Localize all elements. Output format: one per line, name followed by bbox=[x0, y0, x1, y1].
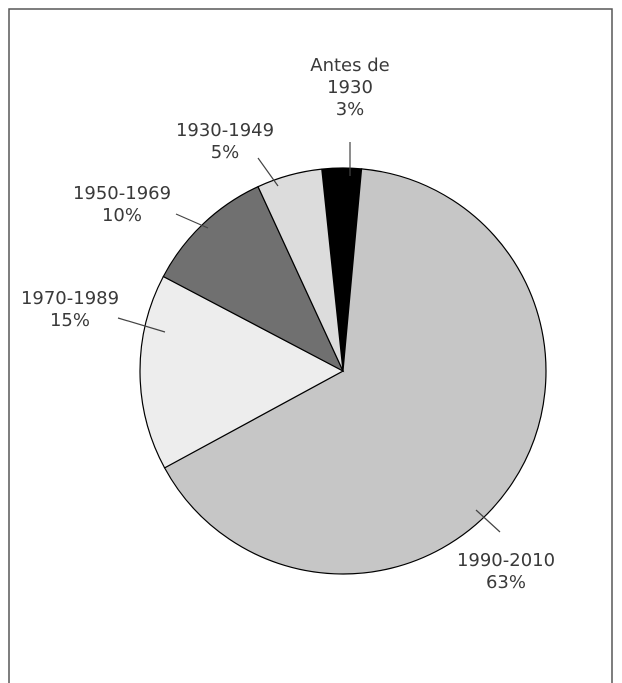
pie-slice bbox=[162, 185, 345, 373]
slice-label: Antes de 1930 3% bbox=[305, 55, 395, 121]
value-label: 5% bbox=[210, 142, 240, 163]
slice-label: 1930-1949 5% bbox=[155, 120, 295, 164]
leader-line bbox=[175, 213, 209, 229]
category-label: Antes de 1930 bbox=[310, 55, 390, 98]
slice-label: 1990-2010 63% bbox=[436, 550, 576, 594]
pie-slice bbox=[163, 168, 547, 575]
leader-line bbox=[257, 157, 279, 187]
frame bbox=[8, 8, 613, 683]
leader-line bbox=[475, 509, 501, 533]
slice-label: 1950-1969 10% bbox=[52, 183, 192, 227]
pie-slice bbox=[139, 275, 345, 469]
value-label: 15% bbox=[49, 310, 90, 331]
value-label: 10% bbox=[101, 205, 142, 226]
category-label: 1950-1969 bbox=[72, 183, 172, 204]
value-label: 63% bbox=[485, 572, 526, 593]
slice-label: 1970-1989 15% bbox=[0, 288, 140, 332]
leader-line bbox=[117, 317, 166, 333]
category-label: 1970-1989 bbox=[20, 288, 120, 309]
category-label: 1990-2010 bbox=[456, 550, 556, 571]
pie-slice bbox=[257, 168, 344, 372]
value-label: 3% bbox=[335, 99, 365, 120]
category-label: 1930-1949 bbox=[175, 120, 275, 141]
